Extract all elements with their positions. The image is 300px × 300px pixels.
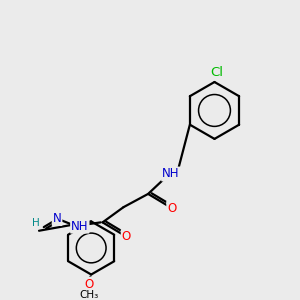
Text: NH: NH (71, 220, 88, 233)
Text: NH: NH (162, 167, 180, 181)
Text: CH₃: CH₃ (80, 290, 99, 300)
Text: O: O (85, 278, 94, 290)
Text: H: H (32, 218, 40, 228)
Text: Cl: Cl (210, 66, 223, 79)
Text: O: O (122, 230, 131, 243)
Text: N: N (53, 212, 62, 225)
Text: O: O (167, 202, 176, 214)
